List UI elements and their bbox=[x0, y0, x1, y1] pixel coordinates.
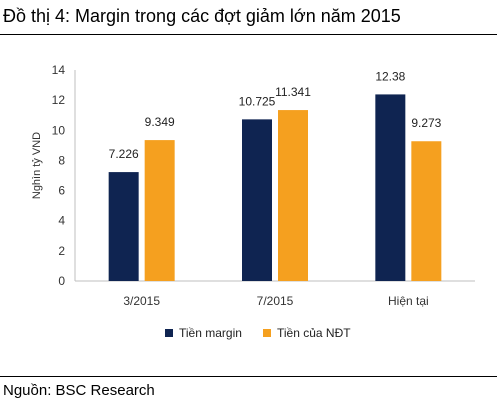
bar bbox=[375, 94, 406, 281]
bar bbox=[108, 172, 139, 281]
data-label: 7.226 bbox=[109, 147, 139, 161]
x-tick-label: 7/2015 bbox=[257, 294, 294, 308]
legend-swatch bbox=[263, 329, 271, 337]
legend-label: Tiền margin bbox=[179, 326, 242, 340]
y-tick-label: 2 bbox=[58, 244, 65, 258]
bar bbox=[242, 119, 272, 282]
bar bbox=[278, 110, 308, 282]
bar bbox=[144, 140, 175, 281]
y-tick-label: 12 bbox=[52, 93, 66, 107]
y-axis-title: Nghìn tỷ VND bbox=[31, 132, 43, 199]
y-tick-label: 10 bbox=[52, 123, 66, 137]
data-label: 12.38 bbox=[375, 69, 405, 83]
data-label: 11.341 bbox=[275, 85, 311, 99]
chart-title: Đồ thị 4: Margin trong các đợt giảm lớn … bbox=[3, 6, 401, 26]
legend-swatch bbox=[165, 329, 173, 337]
x-tick-label: Hiện tại bbox=[388, 294, 429, 308]
y-tick-label: 0 bbox=[58, 274, 65, 288]
bar bbox=[411, 141, 442, 281]
data-label: 9.273 bbox=[411, 116, 441, 130]
y-tick-label: 14 bbox=[52, 63, 66, 77]
top-divider bbox=[0, 34, 497, 35]
bar-chart: 0 2 4 6 8 10 12 14 Nghìn tỷ VND 7.226 9.349 3/2015 1… bbox=[31, 63, 475, 340]
legend-label: Tiền của NĐT bbox=[277, 326, 351, 340]
data-label: 9.349 bbox=[145, 115, 175, 129]
y-tick-label: 4 bbox=[58, 214, 65, 228]
y-tick-label: 8 bbox=[58, 153, 65, 167]
bottom-divider bbox=[0, 376, 497, 377]
y-tick-label: 6 bbox=[58, 184, 65, 198]
source-note: Nguồn: BSC Research bbox=[3, 382, 155, 399]
x-tick-label: 3/2015 bbox=[123, 294, 160, 308]
data-label: 10.725 bbox=[239, 94, 276, 108]
